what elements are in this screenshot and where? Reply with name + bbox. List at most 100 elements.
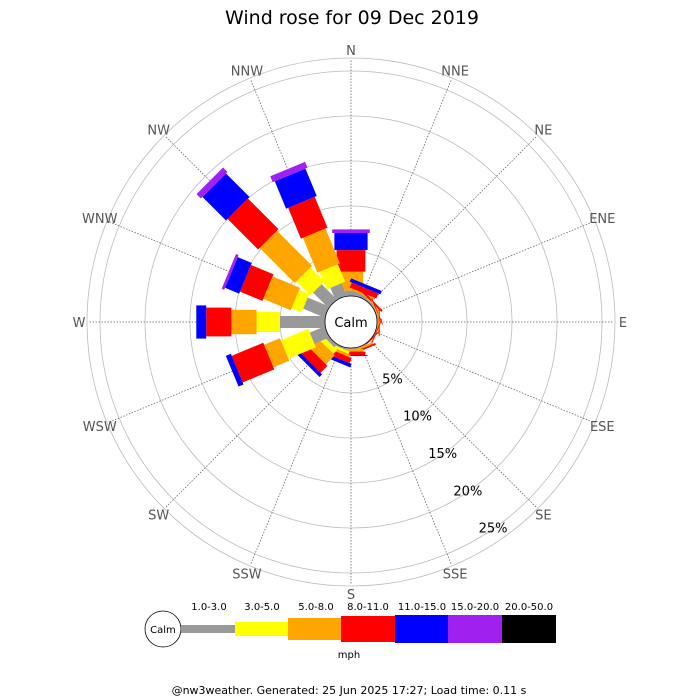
legend-bin-label-4: 11.0-15.0 bbox=[398, 602, 446, 613]
outer-ring bbox=[86, 57, 616, 587]
legend-swatch-1 bbox=[235, 622, 288, 636]
bar-ssw-0 bbox=[334, 343, 347, 350]
compass-label-ese: ESE bbox=[590, 420, 615, 435]
bar-nnw-0 bbox=[330, 283, 347, 301]
bar-sse-0 bbox=[355, 343, 367, 350]
chart-title: Wind rose for 09 Dec 2019 bbox=[225, 7, 479, 29]
compass-labels: N NNE NE ENE E ESE SE SSE S SSW SW WSW W WNW NW NNW bbox=[73, 44, 628, 603]
bar-sw-0 bbox=[325, 336, 337, 348]
bar-nw-0 bbox=[313, 284, 337, 308]
spoke-ene bbox=[374, 221, 594, 313]
spoke-nne bbox=[360, 79, 452, 299]
compass-label-wnw: WNW bbox=[82, 212, 118, 227]
spoke-ssw bbox=[250, 345, 342, 565]
bar-wnw-1 bbox=[291, 289, 310, 313]
bar-nw-3 bbox=[227, 198, 279, 250]
bar-nnw-3 bbox=[288, 196, 328, 239]
legend-bin-label-6: 20.0-50.0 bbox=[505, 602, 553, 613]
compass-label-n: N bbox=[346, 44, 356, 59]
legend-bin-label-0: 1.0-3.0 bbox=[191, 602, 226, 613]
bar-n-5 bbox=[332, 229, 370, 233]
compass-label-nne: NNE bbox=[441, 65, 469, 80]
compass-label-ene: ENE bbox=[589, 212, 615, 227]
bar-ene-3 bbox=[371, 297, 384, 325]
bar-sw-4 bbox=[296, 350, 323, 377]
compass-label-w: W bbox=[73, 316, 86, 331]
legend-swatch-0 bbox=[181, 625, 235, 633]
bar-wsw-2 bbox=[264, 338, 290, 368]
bar-nne-3 bbox=[349, 282, 379, 299]
compass-label-se: SE bbox=[535, 508, 551, 523]
bar-w-0 bbox=[280, 316, 325, 328]
bar-n-0 bbox=[345, 290, 357, 296]
bar-nnw-1 bbox=[319, 264, 346, 290]
legend-swatch-4 bbox=[395, 615, 448, 643]
legend-swatch-6 bbox=[502, 615, 556, 643]
bar-nne-0 bbox=[355, 292, 368, 301]
pct-label-20: 20% bbox=[453, 484, 482, 499]
compass-label-s: S bbox=[347, 588, 355, 603]
bar-sw-2 bbox=[308, 338, 335, 365]
bar-wnw-2 bbox=[263, 276, 301, 311]
bar-nw-4 bbox=[202, 173, 250, 221]
spoke-ne bbox=[369, 136, 537, 304]
bar-sw-1 bbox=[319, 335, 338, 354]
bar-nw-2 bbox=[259, 230, 312, 283]
bar-w-3 bbox=[206, 307, 232, 337]
calm-circle: Calm bbox=[324, 295, 378, 349]
bar-n-4 bbox=[334, 233, 368, 251]
bar-wsw-1 bbox=[280, 328, 316, 359]
legend-bin-label-1: 3.0-5.0 bbox=[244, 602, 279, 613]
bar-nw-5 bbox=[196, 167, 228, 199]
legend-swatch-3 bbox=[341, 616, 395, 642]
spoke-sse bbox=[360, 345, 452, 565]
footer-text: @nw3weather. Generated: 25 Jun 2025 17:2… bbox=[172, 684, 527, 697]
bar-ene-0 bbox=[372, 306, 379, 318]
bar-s-0 bbox=[345, 348, 357, 349]
legend-unit: mph bbox=[338, 650, 360, 661]
compass-label-ssw: SSW bbox=[232, 567, 262, 582]
compass-label-e: E bbox=[619, 316, 627, 331]
bar-sw-3 bbox=[300, 345, 328, 373]
bar-wsw-3 bbox=[231, 342, 275, 383]
legend-bin-label-2: 5.0-8.0 bbox=[298, 602, 333, 613]
compass-label-ne: NE bbox=[534, 124, 552, 139]
bar-nnw-4 bbox=[274, 168, 317, 209]
bar-nnw-2 bbox=[302, 228, 340, 273]
calm-label: Calm bbox=[334, 316, 367, 331]
bar-s-3 bbox=[336, 351, 366, 356]
bar-e-2 bbox=[377, 309, 379, 335]
pct-label-25: 25% bbox=[479, 522, 508, 537]
bar-wsw-0 bbox=[309, 326, 330, 344]
legend-swatch-2 bbox=[288, 618, 341, 640]
bar-w-4 bbox=[196, 305, 207, 339]
legend-bin-label-3: 8.0-11.0 bbox=[347, 602, 389, 613]
pct-label-10: 10% bbox=[403, 410, 432, 425]
pct-label-15: 15% bbox=[428, 447, 457, 462]
compass-label-nnw: NNW bbox=[231, 65, 263, 80]
wind-bars bbox=[196, 161, 384, 387]
bar-wnw-5 bbox=[221, 254, 239, 290]
bar-ne-0 bbox=[365, 298, 375, 308]
spoke-ese bbox=[374, 331, 594, 423]
pct-label-5: 5% bbox=[382, 372, 403, 387]
bar-wsw-4 bbox=[225, 353, 244, 387]
bar-ese-3 bbox=[370, 318, 383, 346]
legend-bin-label-5: 15.0-20.0 bbox=[451, 602, 499, 613]
bar-n-3 bbox=[336, 250, 366, 272]
percentage-labels: 5% 10% 15% 20% 25% bbox=[382, 372, 507, 536]
bar-wnw-3 bbox=[239, 264, 274, 301]
bar-nw-1 bbox=[296, 267, 325, 296]
compass-label-sse: SSE bbox=[443, 567, 468, 582]
spoke-sw bbox=[165, 340, 333, 508]
compass-label-wsw: WSW bbox=[83, 420, 117, 435]
compass-label-nw: NW bbox=[147, 124, 170, 139]
bar-wnw-0 bbox=[303, 297, 330, 318]
bar-wnw-4 bbox=[225, 257, 252, 294]
bar-nne-4 bbox=[349, 278, 382, 295]
bar-w-1 bbox=[256, 312, 281, 332]
bar-w-2 bbox=[231, 309, 257, 335]
bar-s-4 bbox=[334, 355, 368, 357]
bar-nnw-5 bbox=[270, 161, 308, 183]
